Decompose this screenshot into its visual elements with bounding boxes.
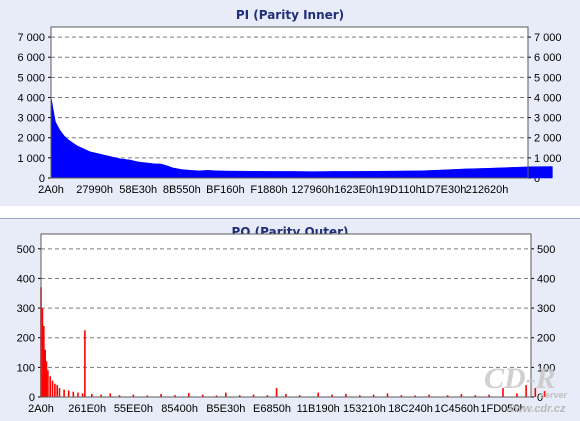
po-x-tick-label: 153210h	[343, 403, 386, 415]
pi-chart-title: PI (Parity Inner)	[236, 8, 344, 22]
pi-x-tick-label: 1623E0h	[334, 184, 378, 196]
pi-x-tick-label: 8B550h	[163, 184, 201, 196]
po-x-tick-label: B5E30h	[206, 403, 245, 415]
pi-x-tick-label: BF160h	[206, 184, 245, 196]
po-x-tick-label: 55EE0h	[114, 403, 153, 415]
pi-y-tick-label-right: 5 000	[534, 72, 562, 84]
pi-y-tick-label-right: 6 000	[534, 52, 562, 64]
pi-y-tick-label-left: 2 000	[17, 133, 45, 145]
po-y-tick-label-right: 400	[537, 273, 555, 285]
po-y-tick-label-left: 300	[17, 303, 35, 315]
po-x-tick-label: 1C4560h	[434, 403, 479, 415]
pi-y-tick-label-right: 7 000	[534, 32, 562, 44]
po-y-tick-label-left: 100	[17, 362, 35, 374]
pi-x-tick-label: 127960h	[291, 184, 334, 196]
pi-y-tick-label-left: 5 000	[17, 72, 45, 84]
po-x-tick-label: E6850h	[253, 403, 291, 415]
pi-x-tick-label: 1D7E30h	[420, 184, 466, 196]
po-y-tick-label-left: 200	[17, 333, 35, 345]
pi-y-tick-label-left: 1 000	[17, 153, 45, 165]
po-x-tick-label: 18C240h	[388, 403, 433, 415]
po-y-tick-label-left: 500	[17, 244, 35, 256]
pi-x-tick-label: 27990h	[76, 184, 113, 196]
panel-separator	[0, 206, 580, 218]
pi-y-tick-label-right: 3 000	[534, 113, 562, 125]
pi-x-tick-label: F1880h	[250, 184, 287, 196]
po-y-tick-label-left: 400	[17, 273, 35, 285]
po-y-tick-label-right: 300	[537, 303, 555, 315]
pi-y-tick-label-right: 1 000	[534, 153, 562, 165]
po-y-tick-label-right: 500	[537, 244, 555, 256]
pi-x-tick-label: 19D110h	[378, 184, 422, 196]
po-x-tick-label: 11B190h	[297, 403, 340, 415]
po-y-tick-label-right: 200	[537, 333, 555, 345]
po-x-tick-label: 85400h	[161, 403, 198, 415]
pi-plot-background	[51, 27, 528, 178]
pi-y-tick-label-left: 7 000	[17, 32, 45, 44]
watermark-url: www.cdr.cz	[506, 403, 566, 415]
po-plot-background	[41, 234, 531, 397]
pi-y-tick-label-right: 2 000	[534, 133, 562, 145]
pi-x-tick-label: 212620h	[466, 184, 509, 196]
pi-y-tick-label-left: 6 000	[17, 52, 45, 64]
watermark-sub: server	[540, 390, 568, 400]
po-x-tick-label: 2A0h	[28, 403, 54, 415]
pi-x-tick-label: 2A0h	[38, 184, 64, 196]
pi-y-tick-label-left: 3 000	[17, 113, 45, 125]
pi-y-tick-label-left: 4 000	[17, 92, 45, 104]
po-x-tick-label: 261E0h	[68, 403, 106, 415]
pi-x-tick-label: 58E30h	[119, 184, 157, 196]
pi-y-tick-label-right: 4 000	[534, 92, 562, 104]
